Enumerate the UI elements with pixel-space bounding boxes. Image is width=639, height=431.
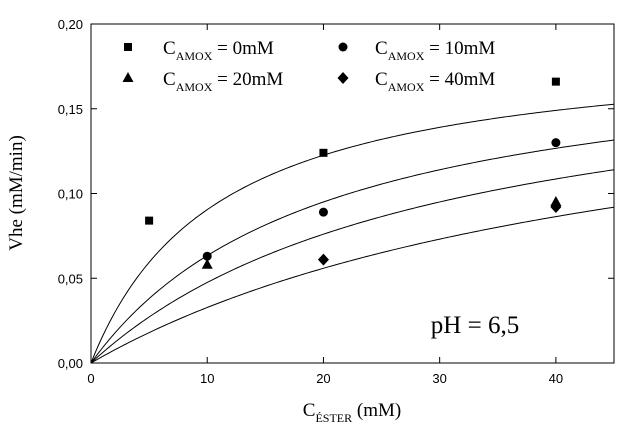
y-tick-label: 0,00 bbox=[58, 356, 83, 371]
fit-curve bbox=[90, 103, 615, 364]
fit-curve bbox=[90, 139, 615, 364]
data-point-triangle bbox=[550, 195, 562, 206]
legend-marker-circle bbox=[338, 42, 348, 52]
legend: CAMOX = 0mM CAMOX = 10mM CAMOX = 20mM CAMOX… bbox=[122, 38, 495, 94]
data-point-circle bbox=[551, 138, 561, 148]
y-axis-ticks: 0,00 0,05 0,10 0,15 0,20 bbox=[58, 17, 614, 371]
y-tick-label: 0,15 bbox=[58, 102, 83, 117]
x-axis-label-unit: (mM) bbox=[352, 400, 401, 421]
legend-marker-square bbox=[124, 43, 132, 51]
x-tick-label: 20 bbox=[316, 371, 330, 386]
legend-marker-diamond bbox=[337, 72, 349, 84]
x-axis-ticks: 0 10 20 30 40 bbox=[87, 24, 563, 386]
data-point-diamond bbox=[317, 253, 329, 266]
fit-curve bbox=[90, 206, 615, 364]
data-point-square bbox=[319, 148, 328, 157]
data-point-circle bbox=[318, 207, 328, 217]
y-tick-label: 0,10 bbox=[58, 187, 83, 202]
data-points bbox=[145, 77, 562, 269]
legend-label: CAMOX = 20mM bbox=[163, 69, 283, 94]
x-tick-label: 10 bbox=[200, 371, 214, 386]
x-axis-label: CÉSTER (mM) bbox=[303, 400, 401, 425]
x-tick-label: 0 bbox=[87, 371, 94, 386]
data-point-triangle bbox=[201, 258, 213, 269]
legend-label: CAMOX = 0mM bbox=[163, 38, 274, 63]
y-axis-label: Vhe (mM/min) bbox=[6, 135, 27, 251]
x-tick-label: 40 bbox=[549, 371, 563, 386]
legend-label: CAMOX = 40mM bbox=[375, 69, 495, 94]
x-tick-label: 30 bbox=[432, 371, 446, 386]
fit-curves bbox=[90, 103, 615, 364]
y-tick-label: 0,05 bbox=[58, 271, 83, 286]
data-point-square bbox=[551, 77, 560, 86]
legend-marker-triangle bbox=[122, 72, 134, 82]
legend-label: CAMOX = 10mM bbox=[375, 38, 495, 63]
ph-annotation: pH = 6,5 bbox=[431, 312, 519, 339]
data-point-diamond bbox=[550, 201, 562, 214]
data-point-circle bbox=[202, 251, 212, 261]
y-tick-label: 0,20 bbox=[58, 17, 83, 32]
data-point-square bbox=[145, 216, 154, 225]
fit-curve bbox=[90, 169, 615, 364]
x-axis-label-sub: ÉSTER bbox=[315, 411, 352, 425]
x-axis-label-main: C bbox=[303, 400, 316, 421]
